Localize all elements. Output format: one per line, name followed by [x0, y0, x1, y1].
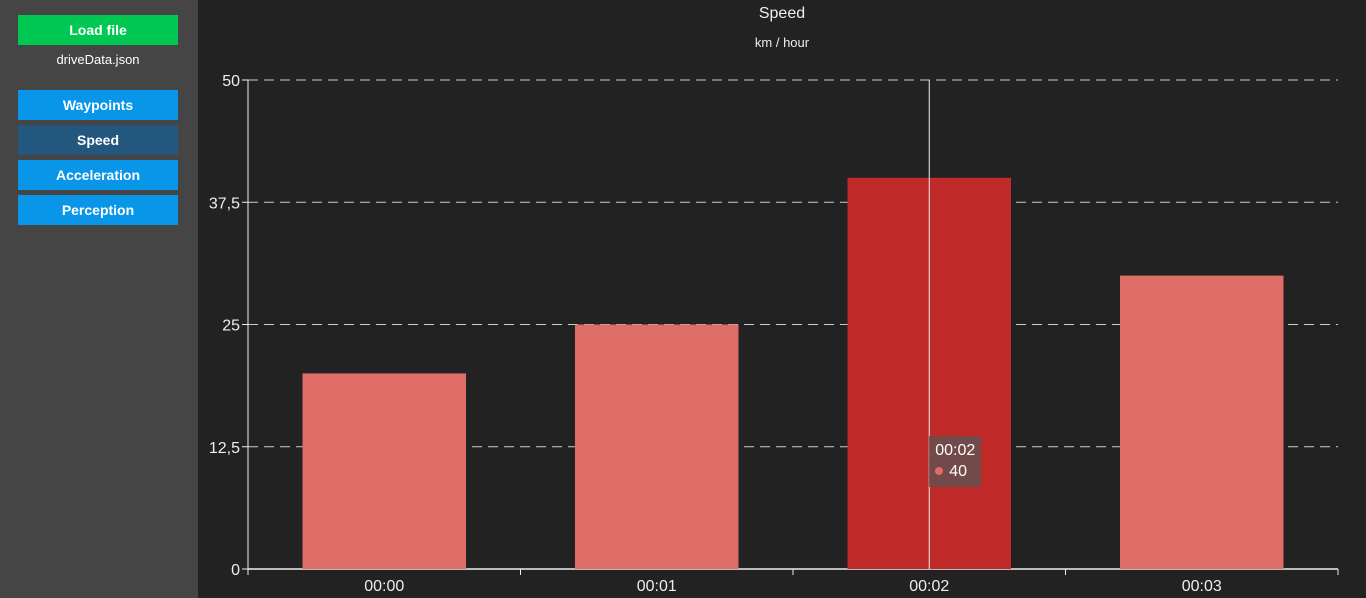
y-tick-label: 37,5 — [209, 195, 240, 212]
y-tick-label: 0 — [231, 562, 240, 579]
tooltip-value-row: 40 — [935, 461, 975, 482]
bar[interactable] — [302, 373, 467, 569]
chart-title: Speed — [758, 5, 806, 22]
nav-perception-button[interactable]: Perception — [18, 195, 178, 225]
chart-subtitle: km / hour — [754, 35, 810, 50]
chart-panel: Speed km / hour 0 12,5 25 37,5 50 00:00 00:01 0… — [198, 0, 1366, 598]
series-dot-icon — [935, 466, 944, 475]
y-tick-label: 50 — [222, 73, 240, 90]
nav-waypoints-button[interactable]: Waypoints — [18, 90, 178, 120]
y-tick-label: 25 — [222, 318, 240, 335]
load-file-button[interactable]: Load file — [18, 15, 178, 45]
x-tick-label: 00:00 — [364, 578, 404, 595]
speed-bar-chart: 0 12,5 25 37,5 50 00:00 00:01 00:02 00:03 — [209, 73, 1339, 595]
x-tick-label: 00:02 — [909, 578, 949, 595]
bar[interactable] — [1120, 275, 1284, 569]
nav-speed-button[interactable]: Speed — [18, 125, 178, 155]
tooltip-label: 00:02 — [935, 442, 976, 459]
nav-acceleration-button[interactable]: Acceleration — [18, 160, 178, 190]
y-tick-label: 12,5 — [209, 440, 240, 457]
x-tick-label: 00:03 — [1182, 578, 1222, 595]
tooltip-value: 40 — [949, 463, 968, 480]
sidebar: Load file driveData.json Waypoints Speed… — [0, 0, 198, 598]
bar[interactable] — [575, 324, 739, 570]
loaded-file-name: driveData.json — [56, 52, 140, 67]
x-tick-label: 00:01 — [637, 578, 677, 595]
chart-tooltip: 00:02 40 — [929, 436, 982, 487]
